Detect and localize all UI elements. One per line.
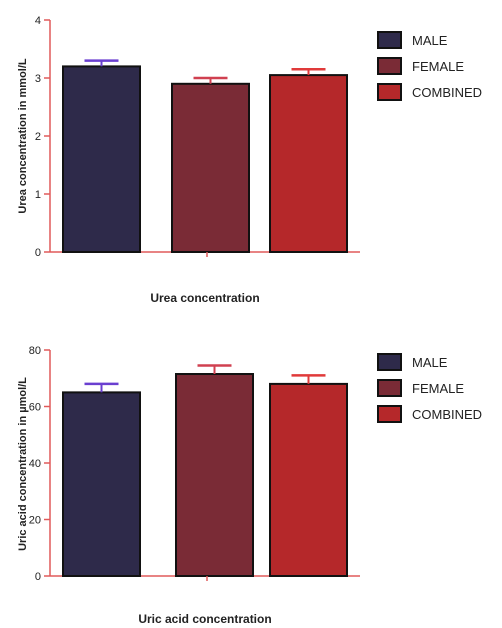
bar-male (62, 391, 141, 577)
error-bar-combined (291, 374, 326, 384)
y-axis-label-uric: Uric acid concentration in µmol/L (17, 377, 29, 551)
legend-item-female: FEMALE (377, 57, 464, 75)
legend-label-male: MALE (412, 355, 448, 370)
legend-label-combined: COMBINED (412, 85, 482, 100)
error-bar-female (197, 364, 232, 375)
y-ticks-uric: 0 20 40 60 80 (29, 345, 208, 583)
legend-item-male: MALE (377, 31, 448, 49)
error-bar-combined (291, 68, 326, 76)
x-axis-label-uric: Uric acid concentration (138, 612, 271, 626)
legend-label-female: FEMALE (412, 59, 464, 74)
x-axis-label-urea: Urea concentration (150, 291, 259, 305)
y-tick-label: 2 (35, 131, 41, 143)
error-bar-female (193, 76, 228, 84)
legend-swatch-combined (377, 405, 402, 423)
urea-chart: 0 1 2 3 4 Urea concentration in mmol/L Urea … (17, 15, 482, 305)
legend-label-female: FEMALE (412, 381, 464, 396)
bars-urea (62, 59, 348, 254)
legend-swatch-male (377, 31, 402, 49)
bar-male (62, 65, 141, 254)
bar-female (171, 82, 250, 253)
y-tick-label: 4 (35, 15, 41, 27)
legend-label-combined: COMBINED (412, 407, 482, 422)
legend-label-male: MALE (412, 33, 448, 48)
bar-female (175, 373, 254, 578)
legend-urea: MALE FEMALE COMBINED (377, 31, 482, 101)
legend-swatch-female (377, 57, 402, 75)
legend-item-combined: COMBINED (377, 405, 482, 423)
y-axis-label-urea: Urea concentration in mmol/L (17, 58, 29, 214)
y-tick-label: 1 (35, 189, 41, 201)
legend-item-combined: COMBINED (377, 83, 482, 101)
y-tick-label: 0 (35, 247, 41, 259)
legend-swatch-female (377, 379, 402, 397)
legend-item-male: MALE (377, 353, 448, 371)
y-tick-label: 80 (29, 345, 41, 357)
y-ticks-urea: 0 1 2 3 4 (35, 15, 208, 259)
uric-acid-chart: 0 20 40 60 80 Uric acid concentration in µmo… (17, 345, 482, 626)
legend-swatch-male (377, 353, 402, 371)
y-tick-label: 3 (35, 73, 41, 85)
y-tick-label: 20 (29, 515, 41, 527)
legend-uric: MALE FEMALE COMBINED (377, 353, 482, 423)
legend-item-female: FEMALE (377, 379, 464, 397)
y-tick-label: 0 (35, 571, 41, 583)
y-tick-label: 40 (29, 458, 41, 470)
y-tick-label: 60 (29, 402, 41, 414)
bars-uric (62, 364, 348, 578)
bar-combined (269, 382, 348, 577)
legend-swatch-combined (377, 83, 402, 101)
error-bar-male (84, 382, 119, 393)
bar-combined (269, 74, 348, 253)
error-bar-male (84, 59, 119, 67)
